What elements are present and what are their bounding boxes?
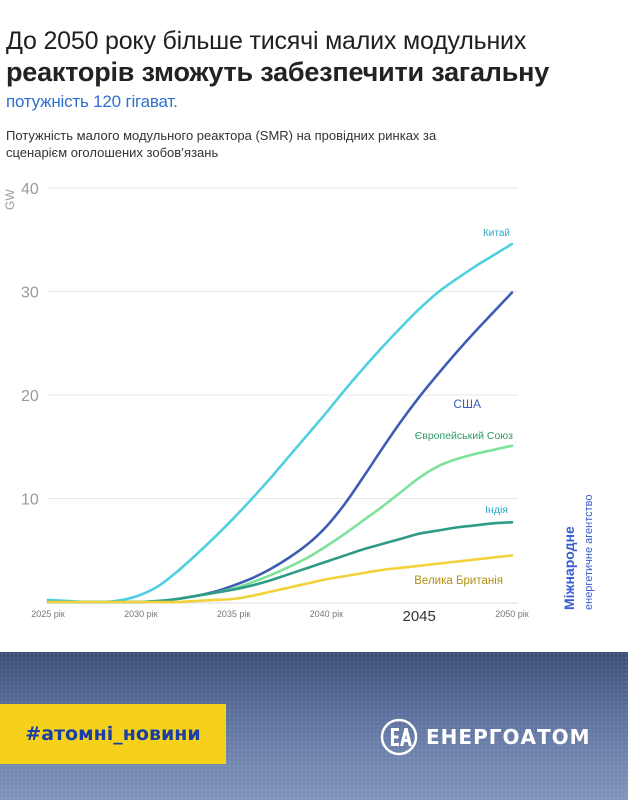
hashtag-text: #атомні_новини <box>25 723 201 745</box>
series-line-uk <box>46 554 514 604</box>
series-label-uk: Велика Британія <box>414 575 503 587</box>
x-tick-label: 2035 рік <box>217 609 251 619</box>
headline-line-3: потужність 120 гігават. <box>6 92 178 111</box>
y-axis-label: GW <box>3 189 17 210</box>
y-tick-label: 30 <box>21 285 39 302</box>
x-tick-label: 2025 рік <box>31 609 65 619</box>
x-tick-label: 2050 рік <box>495 609 529 619</box>
x-tick-label: 2030 рік <box>124 609 158 619</box>
series-line-china <box>46 242 514 604</box>
series-label-india: Індія <box>485 504 508 516</box>
series-line-usa <box>46 291 514 604</box>
x-tick-label: 2045 <box>403 608 436 625</box>
series-label-usa: США <box>453 397 481 411</box>
brand-name: ЕНЕРГОАТОМ <box>426 725 591 749</box>
headline: До 2050 року більше тисячі малих модульн… <box>6 26 616 113</box>
chart-subtitle: Потужність малого модульного реактора (S… <box>6 128 437 160</box>
source-label: Міжнародне енергетичне агентство <box>561 495 595 610</box>
source-line-2: енергетичне агентство <box>583 495 595 610</box>
series-label-china: Китай <box>483 228 510 239</box>
y-tick-label: 20 <box>21 388 39 405</box>
footer: #атомні_новини ЕНЕРГОАТОМ <box>0 652 628 800</box>
hashtag-badge[interactable]: #атомні_новини <box>0 704 226 764</box>
headline-line-1: До 2050 року більше тисячі малих модульн… <box>6 27 527 55</box>
x-tick-label: 2040 рік <box>310 609 344 619</box>
series-label-eu: Європейський Союз <box>415 430 513 442</box>
headline-line-2: реакторів зможуть забезпечити загальну <box>6 57 550 87</box>
energoatom-logo-icon <box>380 718 418 756</box>
brand-logo: ЕНЕРГОАТОМ <box>380 718 591 756</box>
y-tick-label: 10 <box>21 492 39 509</box>
y-tick-label: 40 <box>21 181 39 198</box>
source-line-1: Міжнародне <box>561 526 577 610</box>
